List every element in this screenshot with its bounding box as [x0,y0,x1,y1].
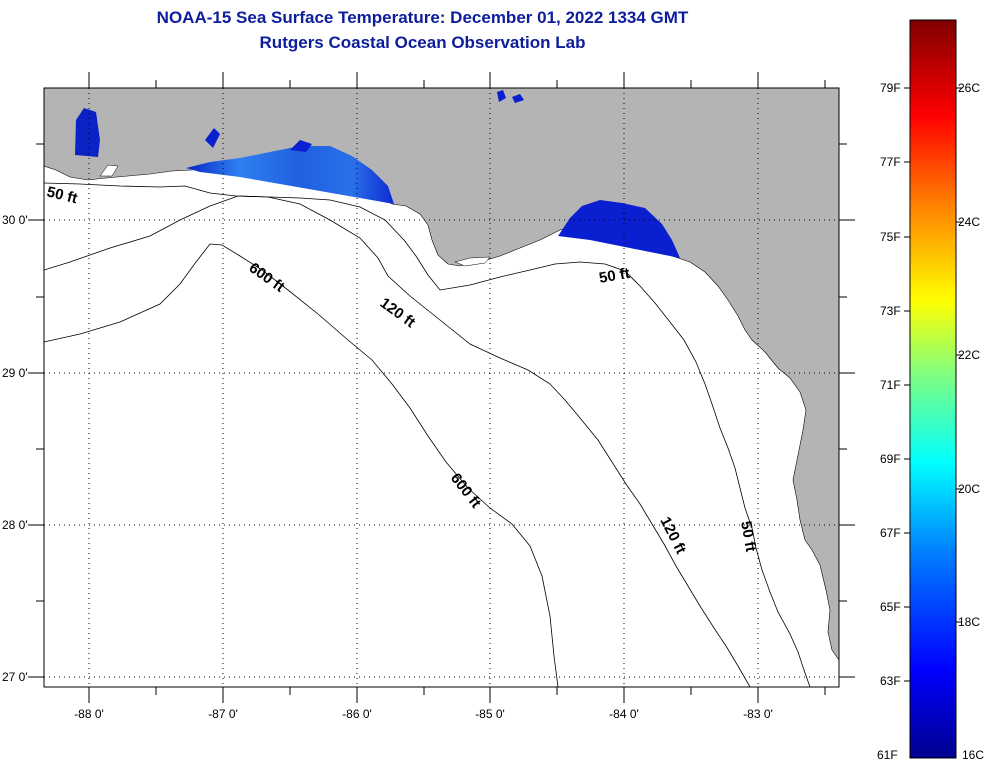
lat-label-29: 29 0' [2,366,28,380]
sst-swath-mobile [75,108,100,157]
cb-label-26c: 26C [958,81,980,95]
lon-label-85: -85 0' [475,707,505,721]
lon-label-84: -84 0' [609,707,639,721]
cb-label-61f: 61F [877,748,898,762]
lon-label-87: -87 0' [208,707,238,721]
lake-patch [497,90,506,102]
map-subtitle: Rutgers Coastal Ocean Observation Lab [259,33,586,52]
cb-label-69f: 69F [880,452,901,466]
cb-label-79f: 79F [880,81,901,95]
cb-label-65f: 65F [880,600,901,614]
lat-label-27: 27 0' [2,670,28,684]
contour-label-50ft-west: 50 ft [45,183,79,207]
colorbar [909,19,957,759]
contour-600ft [44,243,559,687]
colorbar-fahrenheit-scale: 79F 77F 75F 73F 71F 69F 67F 65F 63F 61F [877,81,901,762]
map-title: NOAA-15 Sea Surface Temperature: Decembe… [156,8,689,27]
cb-label-18c: 18C [958,615,980,629]
sst-swath-panhandle [186,146,394,204]
bay-patch [290,140,312,152]
map-frame [43,87,840,688]
cb-label-16c: 16C [962,748,984,762]
lat-label-30: 30 0' [2,213,28,227]
lon-label-88: -88 0' [74,707,104,721]
cb-label-73f: 73F [880,304,901,318]
cb-label-20c: 20C [958,482,980,496]
cb-label-22c: 22C [958,348,980,362]
cb-label-24c: 24C [958,215,980,229]
lon-label-83: -83 0' [743,707,773,721]
lat-label-28: 28 0' [2,518,28,532]
contour-120ft [44,195,751,687]
colorbar-c-ticks [956,87,962,623]
cb-label-75f: 75F [880,230,901,244]
colorbar-celsius-scale: 26C 24C 22C 20C 18C 16C [958,81,984,762]
cb-label-77f: 77F [880,155,901,169]
contour-label-50ft-south: 50 ft [737,520,759,553]
bay-patch [205,128,220,148]
bay-inlet-west [99,164,119,177]
frame-ticks [28,72,855,703]
cb-label-67f: 67F [880,526,901,540]
cb-label-71f: 71F [880,378,901,392]
lake-patch [512,94,524,103]
contour-50ft [44,182,811,687]
colorbar-f-ticks [904,87,910,682]
contour-label-50ft-central: 50 ft [598,265,631,287]
lon-label-86: -86 0' [342,707,372,721]
sst-swath-bigbend [558,200,680,258]
cb-label-63f: 63F [880,674,901,688]
bay-inlet [454,256,491,267]
